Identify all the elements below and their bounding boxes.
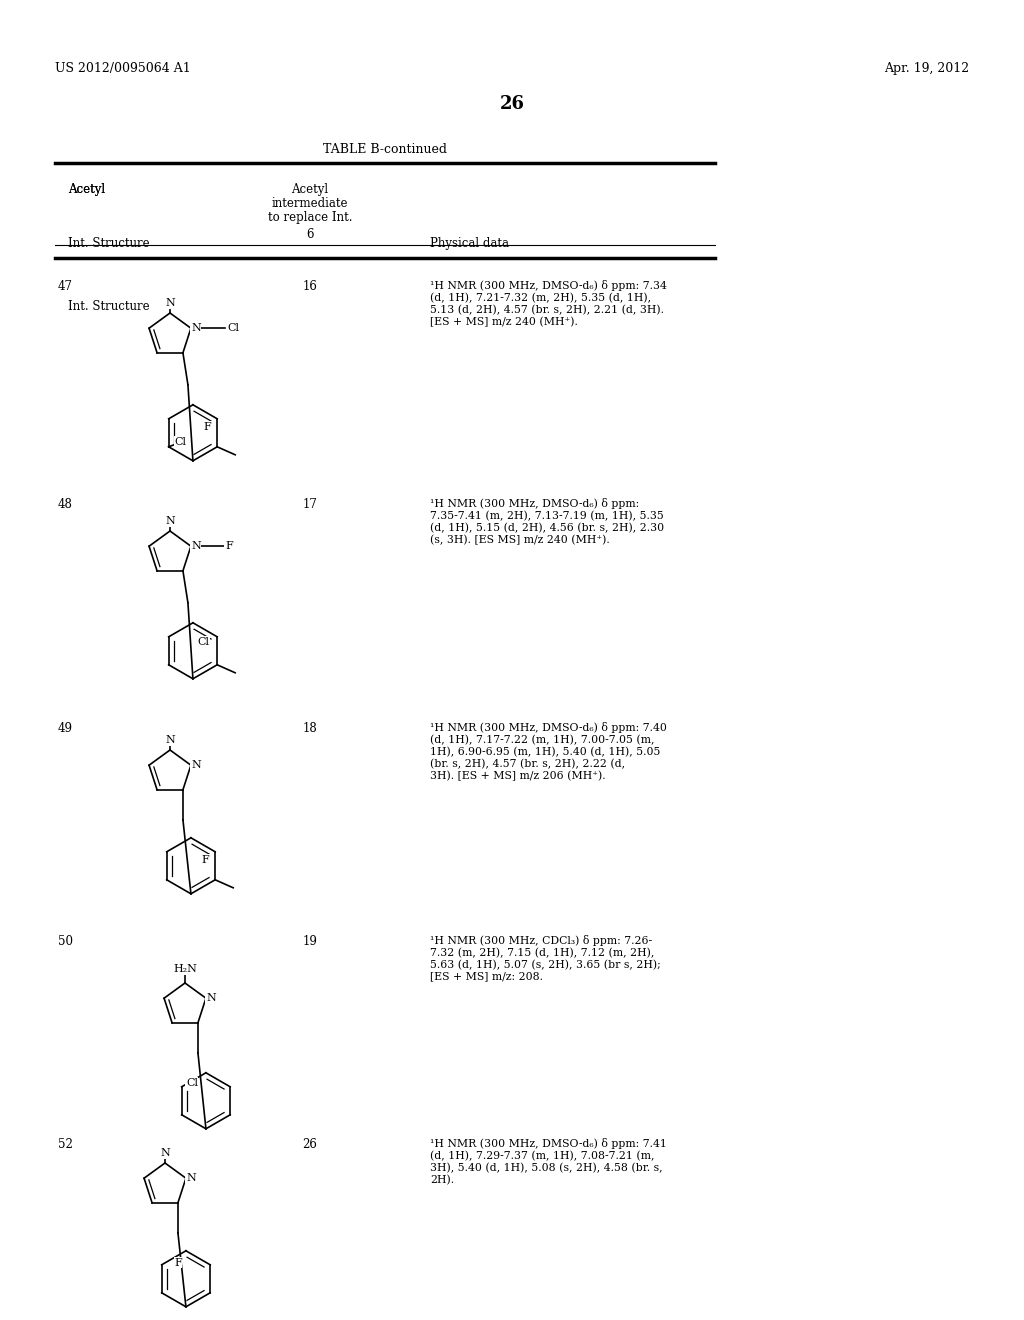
Text: 18: 18 — [303, 722, 317, 735]
Text: N: N — [206, 993, 216, 1003]
Text: Cl: Cl — [227, 323, 239, 333]
Text: N: N — [165, 735, 175, 744]
Text: 47: 47 — [58, 280, 73, 293]
Text: 26: 26 — [500, 95, 524, 114]
Text: ¹H NMR (300 MHz, CDCl₃) δ ppm: 7.26-
7.32 (m, 2H), 7.15 (d, 1H), 7.12 (m, 2H),
5: ¹H NMR (300 MHz, CDCl₃) δ ppm: 7.26- 7.3… — [430, 935, 660, 982]
Text: ¹H NMR (300 MHz, DMSO-d₆) δ ppm: 7.34
(d, 1H), 7.21-7.32 (m, 2H), 5.35 (d, 1H),
: ¹H NMR (300 MHz, DMSO-d₆) δ ppm: 7.34 (d… — [430, 280, 667, 327]
Text: 16: 16 — [302, 280, 317, 293]
Text: 17: 17 — [302, 498, 317, 511]
Text: F: F — [202, 855, 209, 865]
Text: N: N — [165, 298, 175, 308]
Text: US 2012/0095064 A1: US 2012/0095064 A1 — [55, 62, 190, 75]
Text: N: N — [186, 1173, 196, 1183]
Text: 48: 48 — [58, 498, 73, 511]
Text: N: N — [191, 323, 201, 333]
Text: Acetyl: Acetyl — [68, 183, 105, 195]
Text: 49: 49 — [58, 722, 73, 735]
Text: Acetyl: Acetyl — [292, 183, 329, 195]
Text: Cl: Cl — [198, 636, 209, 647]
Text: 26: 26 — [302, 1138, 317, 1151]
Text: N: N — [160, 1148, 170, 1158]
Text: 6: 6 — [306, 228, 313, 242]
Text: Int. Structure: Int. Structure — [68, 238, 150, 249]
Text: Physical data: Physical data — [430, 238, 509, 249]
Text: 19: 19 — [302, 935, 317, 948]
Text: ¹H NMR (300 MHz, DMSO-d₆) δ ppm:
7.35-7.41 (m, 2H), 7.13-7.19 (m, 1H), 5.35
(d, : ¹H NMR (300 MHz, DMSO-d₆) δ ppm: 7.35-7.… — [430, 498, 665, 545]
Text: Apr. 19, 2012: Apr. 19, 2012 — [884, 62, 969, 75]
Text: ¹H NMR (300 MHz, DMSO-d₆) δ ppm: 7.40
(d, 1H), 7.17-7.22 (m, 1H), 7.00-7.05 (m,
: ¹H NMR (300 MHz, DMSO-d₆) δ ppm: 7.40 (d… — [430, 722, 667, 781]
Text: N: N — [191, 760, 201, 770]
Text: 52: 52 — [58, 1138, 73, 1151]
Text: H₂N: H₂N — [173, 964, 197, 974]
Text: N: N — [165, 516, 175, 525]
Text: F: F — [174, 1258, 182, 1267]
Text: N: N — [191, 541, 201, 552]
Text: F: F — [204, 422, 211, 432]
Text: Cl: Cl — [186, 1078, 198, 1088]
Text: to replace Int.: to replace Int. — [267, 211, 352, 224]
Text: TABLE B-continued: TABLE B-continued — [323, 143, 447, 156]
Text: intermediate: intermediate — [271, 197, 348, 210]
Text: F: F — [225, 541, 232, 552]
Text: Int. Structure: Int. Structure — [68, 300, 150, 313]
Text: ¹H NMR (300 MHz, DMSO-d₆) δ ppm: 7.41
(d, 1H), 7.29-7.37 (m, 1H), 7.08-7.21 (m,
: ¹H NMR (300 MHz, DMSO-d₆) δ ppm: 7.41 (d… — [430, 1138, 667, 1185]
Text: Acetyl: Acetyl — [68, 183, 105, 195]
Text: Cl: Cl — [175, 437, 186, 446]
Text: 50: 50 — [58, 935, 73, 948]
